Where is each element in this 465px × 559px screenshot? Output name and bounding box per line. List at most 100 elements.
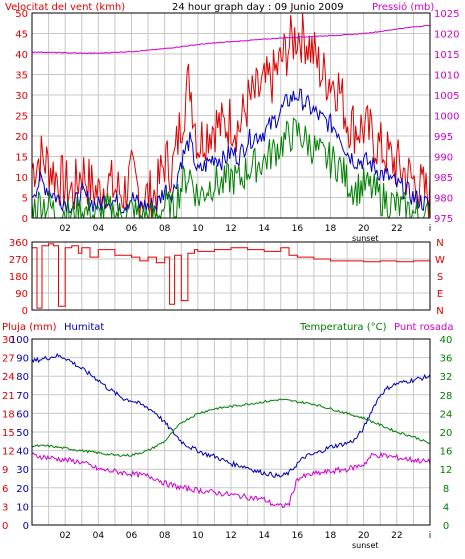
- graph-title: 24 hour graph day : 09 Junio 2009: [172, 2, 344, 13]
- x-tick-label: 12: [225, 224, 236, 234]
- x-tick-label: 04: [93, 531, 105, 541]
- temperature-axis-label: Temperatura (°C): [299, 322, 387, 333]
- wind-line-gust: [31, 12, 431, 219]
- temperature-plot-frame: [31, 338, 431, 526]
- humidity-y-tick: 60: [16, 409, 29, 420]
- wind-series-group: [31, 12, 431, 220]
- humidity-y-tick: 90: [16, 354, 29, 365]
- compass-tick: E: [437, 289, 443, 300]
- x-tick-label: 06: [126, 531, 138, 541]
- x-tick-label: 02: [59, 224, 70, 234]
- humidity-y-tick: 70: [16, 391, 29, 402]
- direction-y-tick: 0: [22, 306, 28, 317]
- x-tick-label: 08: [159, 224, 171, 234]
- wind-y-tick: 30: [15, 91, 28, 102]
- dewpoint-axis-label: Punt rosada: [394, 322, 453, 333]
- wind-y-ticks: 0 5 10 15 20 25 30 35 40 45 50: [15, 9, 28, 225]
- x-tick-label: 16: [292, 224, 304, 234]
- pressure-y-tick: 1005: [434, 91, 459, 102]
- direction-plot-frame: [31, 241, 431, 311]
- pressure-y-tick: 1000: [434, 112, 459, 123]
- humidity-y-tick: 0: [23, 521, 29, 532]
- humidity-y-tick: 40: [16, 447, 29, 458]
- x-tick-label: 16: [292, 531, 304, 541]
- rain-y-tick: 9: [2, 465, 8, 476]
- direction-series-group: [32, 243, 431, 309]
- compass-tick: S: [437, 272, 443, 283]
- wind-y-tick: 5: [22, 194, 28, 205]
- temperature-y-tick: 24: [440, 409, 453, 420]
- sunset-label-top: sunset: [352, 234, 379, 243]
- temperature-line-humidity: [31, 352, 431, 478]
- wind-y-tick: 20: [15, 132, 28, 143]
- temperature-y-tick: 4: [443, 502, 449, 513]
- wind-y-tick: 35: [15, 71, 28, 82]
- pressure-y-tick: 980: [434, 194, 453, 205]
- x-tick-label: 12: [225, 531, 236, 541]
- compass-tick: W: [435, 255, 445, 266]
- pressure-y-tick: 1015: [434, 50, 459, 61]
- temperature-y-tick: 0: [443, 521, 449, 532]
- sunset-label-bottom: sunset: [352, 541, 379, 550]
- rain-y-tick: 21: [2, 391, 15, 402]
- temperature-line-temperature: [31, 398, 431, 457]
- x-tick-label: 22: [391, 531, 402, 541]
- x-tick-label: 06: [126, 224, 138, 234]
- rain-y-tick: 3: [2, 502, 8, 513]
- wind-y-tick: 0: [22, 214, 28, 225]
- temperature-grid: [32, 339, 430, 525]
- x-tick-label: 04: [93, 224, 105, 234]
- wind-y-tick: 50: [15, 9, 28, 20]
- rain-y-tick: 0: [2, 521, 8, 532]
- x-tick-label: 22: [391, 224, 402, 234]
- direction-grid: [32, 242, 430, 310]
- x-tick-label: i: [429, 224, 432, 234]
- humidity-y-tick: 30: [16, 465, 29, 476]
- pressure-axis-label: Pressió (mb): [372, 1, 434, 13]
- direction-line: [32, 243, 431, 309]
- rain-y-tick: 30: [2, 335, 15, 346]
- wind-line-average: [32, 88, 431, 214]
- direction-y-tick: 180: [9, 272, 28, 283]
- humidity-y-ticks: 0 10 20 30 40 50 60 70 80 90 100: [10, 335, 29, 532]
- humidity-y-tick: 10: [16, 502, 29, 513]
- wind-y-tick: 25: [15, 112, 28, 123]
- wind-axis-label: Velocitat del vent (kmh): [5, 2, 125, 13]
- rain-y-tick: 15: [2, 428, 15, 439]
- x-tick-label: 10: [192, 224, 204, 234]
- pressure-y-tick: 1010: [434, 71, 459, 82]
- wind-line-pressure: [31, 24, 431, 55]
- temperature-y-tick: 16: [440, 447, 453, 458]
- temperature-y-ticks: 0 4 8 12 16 20 24 28 32 36 40: [440, 335, 453, 532]
- wind-y-tick: 40: [15, 50, 28, 61]
- wind-x-ticks: 02 04 06 08 10 12 14 16 18 20 22 i: [59, 224, 431, 234]
- humidity-y-tick: 50: [16, 428, 29, 439]
- temperature-y-tick: 40: [440, 335, 453, 346]
- humidity-y-tick: 80: [16, 372, 29, 383]
- wind-y-tick: 10: [15, 173, 28, 184]
- x-tick-label: i: [429, 531, 432, 541]
- x-tick-label: 10: [192, 531, 204, 541]
- temperature-y-tick: 20: [440, 428, 453, 439]
- wind-line-minimum: [31, 117, 431, 220]
- rain-axis-label: Pluja (mm): [2, 322, 57, 333]
- x-tick-label: 02: [59, 531, 70, 541]
- x-tick-label: 14: [258, 531, 270, 541]
- pressure-y-tick: 1025: [434, 9, 459, 20]
- direction-y-tick: 360: [9, 238, 28, 249]
- pressure-y-tick: 990: [434, 153, 453, 164]
- rain-y-tick: 18: [2, 409, 15, 420]
- x-tick-label: 20: [358, 531, 370, 541]
- pressure-y-tick: 995: [434, 132, 453, 143]
- rain-y-tick: 27: [2, 354, 15, 365]
- temperature-line-dewpoint: [31, 451, 431, 509]
- temperature-y-tick: 12: [440, 465, 453, 476]
- rain-y-ticks: 0 3 6 9 12 15 18 21 24 27 30: [2, 335, 15, 532]
- wind-grid: [32, 13, 430, 218]
- wind-y-tick: 15: [15, 153, 28, 164]
- direction-y-tick: 270: [9, 255, 28, 266]
